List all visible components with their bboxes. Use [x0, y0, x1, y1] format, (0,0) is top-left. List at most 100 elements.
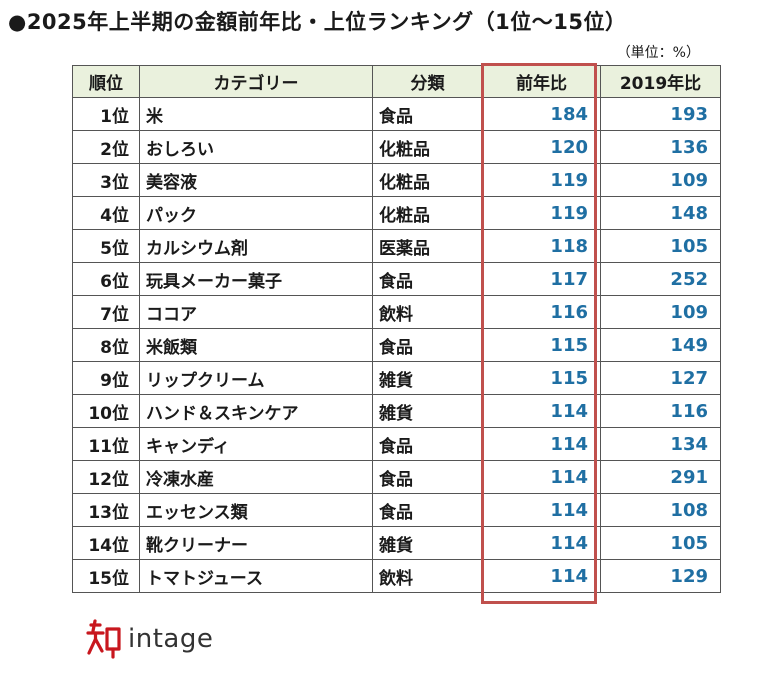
intage-logo-mark-icon	[86, 619, 121, 659]
rank-cell: 4位	[72, 196, 140, 230]
yoy-cell: 119	[482, 196, 601, 230]
table-row: 8位 米飯類 食品 115 149	[72, 328, 721, 362]
yoy-cell: 114	[482, 526, 601, 560]
page-title: ●2025年上半期の金額前年比・上位ランキング（1位～15位）	[8, 10, 627, 34]
class-cell: 雑貨	[372, 361, 483, 395]
category-cell: 靴クリーナー	[139, 526, 373, 560]
vs2019-cell: 108	[600, 493, 721, 527]
rank-cell: 5位	[72, 229, 140, 263]
category-cell: エッセンス類	[139, 493, 373, 527]
table-row: 13位 エッセンス類 食品 114 108	[72, 493, 721, 527]
table-row: 15位 トマトジュース 飲料 114 129	[72, 559, 721, 593]
yoy-cell: 184	[482, 97, 601, 131]
class-cell: 飲料	[372, 559, 483, 593]
category-cell: カルシウム剤	[139, 229, 373, 263]
table-row: 11位 キャンディ 食品 114 134	[72, 427, 721, 461]
category-cell: 米	[139, 97, 373, 131]
yoy-cell: 116	[482, 295, 601, 329]
vs2019-cell: 149	[600, 328, 721, 362]
table-row: 3位 美容液 化粧品 119 109	[72, 163, 721, 197]
yoy-cell: 117	[482, 262, 601, 296]
vs2019-cell: 109	[600, 163, 721, 197]
vs2019-cell: 193	[600, 97, 721, 131]
vs2019-cell: 291	[600, 460, 721, 494]
rank-cell: 6位	[72, 262, 140, 296]
table-row: 12位 冷凍水産 食品 114 291	[72, 460, 721, 494]
table-row: 7位 ココア 飲料 116 109	[72, 295, 721, 329]
yoy-cell: 115	[482, 328, 601, 362]
header-category: カテゴリー	[139, 65, 373, 98]
header-class: 分類	[372, 65, 483, 98]
class-cell: 食品	[372, 328, 483, 362]
vs2019-cell: 109	[600, 295, 721, 329]
rank-cell: 13位	[72, 493, 140, 527]
category-cell: 冷凍水産	[139, 460, 373, 494]
class-cell: 雑貨	[372, 394, 483, 428]
rank-cell: 10位	[72, 394, 140, 428]
category-cell: 玩具メーカー菓子	[139, 262, 373, 296]
category-cell: パック	[139, 196, 373, 230]
category-cell: リップクリーム	[139, 361, 373, 395]
yoy-cell: 114	[482, 460, 601, 494]
yoy-cell: 118	[482, 229, 601, 263]
rank-cell: 12位	[72, 460, 140, 494]
header-yoy: 前年比	[482, 65, 601, 98]
rank-cell: 8位	[72, 328, 140, 362]
vs2019-cell: 129	[600, 559, 721, 593]
yoy-cell: 119	[482, 163, 601, 197]
class-cell: 化粧品	[372, 130, 483, 164]
category-cell: トマトジュース	[139, 559, 373, 593]
table-row: 4位 パック 化粧品 119 148	[72, 196, 721, 230]
vs2019-cell: 116	[600, 394, 721, 428]
rank-cell: 14位	[72, 526, 140, 560]
table-header-row: 順位 カテゴリー 分類 前年比 2019年比	[72, 65, 721, 98]
class-cell: 雑貨	[372, 526, 483, 560]
table-row: 2位 おしろい 化粧品 120 136	[72, 130, 721, 164]
class-cell: 食品	[372, 460, 483, 494]
logo-text: intage	[128, 624, 214, 654]
category-cell: 美容液	[139, 163, 373, 197]
yoy-cell: 114	[482, 493, 601, 527]
rank-cell: 2位	[72, 130, 140, 164]
yoy-cell: 114	[482, 559, 601, 593]
table-row: 1位米食品 184 193	[72, 97, 721, 131]
class-cell: 食品	[372, 493, 483, 527]
rank-cell: 9位	[72, 361, 140, 395]
table-body: 1位米食品 184 193 2位 おしろい 化粧品 120 136 3位 美容液 化粧品 119 109…	[72, 97, 721, 593]
yoy-cell: 114	[482, 427, 601, 461]
category-cell: ココア	[139, 295, 373, 329]
class-cell: 化粧品	[372, 196, 483, 230]
category-cell: 米飯類	[139, 328, 373, 362]
vs2019-cell: 134	[600, 427, 721, 461]
unit-note: （単位：%）	[616, 45, 700, 61]
vs2019-cell: 105	[600, 526, 721, 560]
yoy-cell: 114	[482, 394, 601, 428]
rank-cell: 11位	[72, 427, 140, 461]
header-rank: 順位	[72, 65, 140, 98]
table-row: 14位 靴クリーナー 雑貨 114 105	[72, 526, 721, 560]
table-row: 6位 玩具メーカー菓子 食品 117 252	[72, 262, 721, 296]
vs2019-cell: 127	[600, 361, 721, 395]
ranking-table: 順位 カテゴリー 分類 前年比 2019年比 1位米食品 184 193 2位 おしろい…	[72, 65, 721, 593]
class-cell: 飲料	[372, 295, 483, 329]
vs2019-cell: 105	[600, 229, 721, 263]
rank-cell: 1位	[72, 97, 140, 131]
category-cell: キャンディ	[139, 427, 373, 461]
header-vs2019: 2019年比	[600, 65, 721, 98]
rank-cell: 15位	[72, 559, 140, 593]
intage-logo: intage	[86, 619, 213, 659]
category-cell: ハンド＆スキンケア	[139, 394, 373, 428]
vs2019-cell: 136	[600, 130, 721, 164]
class-cell: 医薬品	[372, 229, 483, 263]
vs2019-cell: 148	[600, 196, 721, 230]
class-cell: 化粧品	[372, 163, 483, 197]
class-cell: 食品	[372, 427, 483, 461]
yoy-cell: 115	[482, 361, 601, 395]
vs2019-cell: 252	[600, 262, 721, 296]
rank-cell: 3位	[72, 163, 140, 197]
table-row: 10位 ハンド＆スキンケア 雑貨 114 116	[72, 394, 721, 428]
class-cell: 食品	[372, 262, 483, 296]
yoy-cell: 120	[482, 130, 601, 164]
table-row: 5位 カルシウム剤 医薬品 118 105	[72, 229, 721, 263]
class-cell: 食品	[372, 97, 483, 131]
